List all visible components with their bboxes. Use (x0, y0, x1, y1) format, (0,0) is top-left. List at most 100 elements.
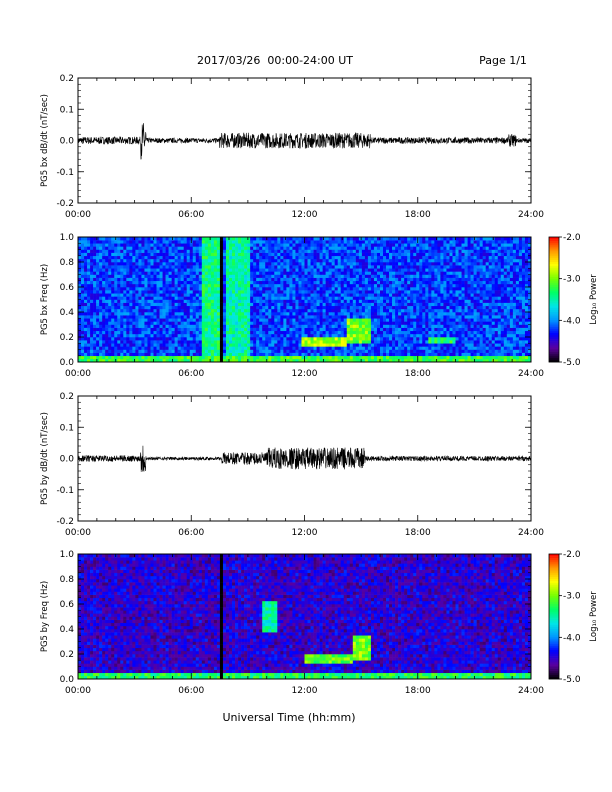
spectrogram-cell (370, 290, 375, 294)
spectrogram-cell (250, 296, 254, 300)
spectrogram-cell (174, 315, 178, 319)
spectrogram-cell (304, 283, 308, 288)
spectrogram-cell (141, 280, 145, 285)
spectrogram-cell (407, 290, 411, 294)
spectrogram-cell (373, 268, 378, 272)
spectrogram-cell (132, 252, 136, 257)
spectrogram-cell (253, 302, 257, 307)
spectrogram-cell (87, 277, 91, 282)
spectrogram-cell (195, 237, 200, 241)
spectrogram-cell (204, 352, 209, 357)
spectrogram-cell (413, 246, 417, 250)
spectrogram-cell (283, 321, 287, 325)
spectrogram-cell (250, 293, 254, 297)
spectrogram-cell (389, 330, 393, 335)
spectrogram-cell (440, 305, 444, 310)
spectrogram-cell (370, 355, 375, 360)
spectrogram-cell (126, 340, 130, 344)
spectrogram-cell (262, 246, 266, 250)
spectrogram-cell (310, 258, 314, 263)
spectrogram-cell (186, 337, 191, 341)
spectrogram-cell (286, 243, 290, 247)
spectrogram-cell (84, 305, 88, 310)
panel-0-axes: 00:00 06:00 12:00 18:00 24:000.20.10.0-0.1-0… (40, 74, 544, 220)
spectrogram-cell (201, 240, 206, 244)
spectrogram-cell (247, 271, 251, 275)
spectrogram-cell (328, 312, 332, 316)
spectrogram-cell (222, 262, 227, 266)
spectrogram-cell (395, 315, 399, 319)
spectrogram-cell (90, 358, 94, 363)
spectrogram-cell (355, 255, 360, 260)
spectrogram-cell (298, 255, 302, 260)
spectrogram-cell (283, 271, 287, 275)
spectrogram-cell (244, 340, 248, 344)
spectrogram-cell (413, 293, 417, 297)
spectrogram-cell (292, 252, 296, 257)
spectrogram-cell (416, 296, 420, 300)
spectrogram-cell (238, 358, 242, 363)
spectrogram-cell (126, 262, 130, 266)
spectrogram-cell (256, 255, 260, 260)
spectrogram-cell (328, 243, 332, 247)
spectrogram-cell (259, 246, 263, 250)
spectrogram-cell (87, 324, 91, 328)
spectrogram-cell (162, 315, 166, 319)
spectrogram-cell (401, 330, 405, 335)
spectrogram-cell (349, 299, 354, 303)
spectrogram-cell (307, 305, 311, 310)
spectrogram-cell (343, 265, 348, 269)
spectrogram-cell (316, 299, 320, 303)
spectrogram-cell (295, 358, 299, 363)
spectrogram-cell (361, 343, 366, 347)
spectrogram-cell (325, 302, 329, 307)
spectrogram-cell (295, 290, 299, 294)
spectrogram-cell (434, 280, 438, 285)
spectrogram-cell (413, 271, 417, 275)
spectrogram-cell (120, 346, 124, 350)
spectrogram-cell (235, 330, 239, 335)
spectrogram-cell (337, 293, 342, 297)
spectrogram-cell (207, 258, 212, 263)
spectrogram-cell (370, 308, 375, 313)
spectrogram-cell (425, 293, 429, 297)
spectrogram-cell (177, 262, 181, 266)
spectrogram-cell (343, 352, 348, 357)
spectrogram-cell (210, 308, 215, 313)
spectrogram-cell (229, 268, 233, 272)
spectrogram-cell (222, 312, 227, 316)
spectrogram-cell (428, 268, 432, 272)
spectrogram-cell (156, 305, 160, 310)
spectrogram-cell (337, 330, 342, 335)
spectrogram-cell (277, 358, 281, 363)
spectrogram-cell (238, 240, 242, 244)
spectrogram-cell (316, 249, 320, 253)
spectrogram-cell (171, 324, 175, 328)
spectrogram-cell (428, 302, 432, 307)
spectrogram-cell (367, 271, 372, 275)
spectrogram-cell (367, 296, 372, 300)
spectrogram-cell (144, 265, 148, 269)
spectrogram-cell (192, 293, 197, 297)
spectrogram-cell (407, 333, 411, 338)
spectrogram-cell (337, 274, 342, 278)
spectrogram-cell (392, 287, 396, 291)
spectrogram-cell (87, 352, 91, 357)
spectrogram-cell (219, 324, 224, 328)
spectrogram-cell (159, 343, 163, 347)
spectrogram-cell (241, 308, 245, 313)
spectrogram-cell (195, 243, 200, 247)
spectrogram-cell (81, 330, 85, 335)
spectrogram-cell (434, 346, 438, 350)
spectrogram-cell (78, 262, 82, 266)
spectrogram-cell (259, 333, 263, 338)
spectrogram-cell (123, 277, 127, 282)
spectrogram-cell (283, 305, 287, 310)
spectrogram-cell (168, 265, 172, 269)
spectrogram-cell (78, 324, 82, 328)
spectrogram-cell (81, 255, 85, 260)
spectrogram-cell (413, 312, 417, 316)
spectrogram-cell (138, 358, 142, 363)
x-tick-label: 06:00 (178, 210, 204, 220)
spectrogram-cell (268, 324, 272, 328)
